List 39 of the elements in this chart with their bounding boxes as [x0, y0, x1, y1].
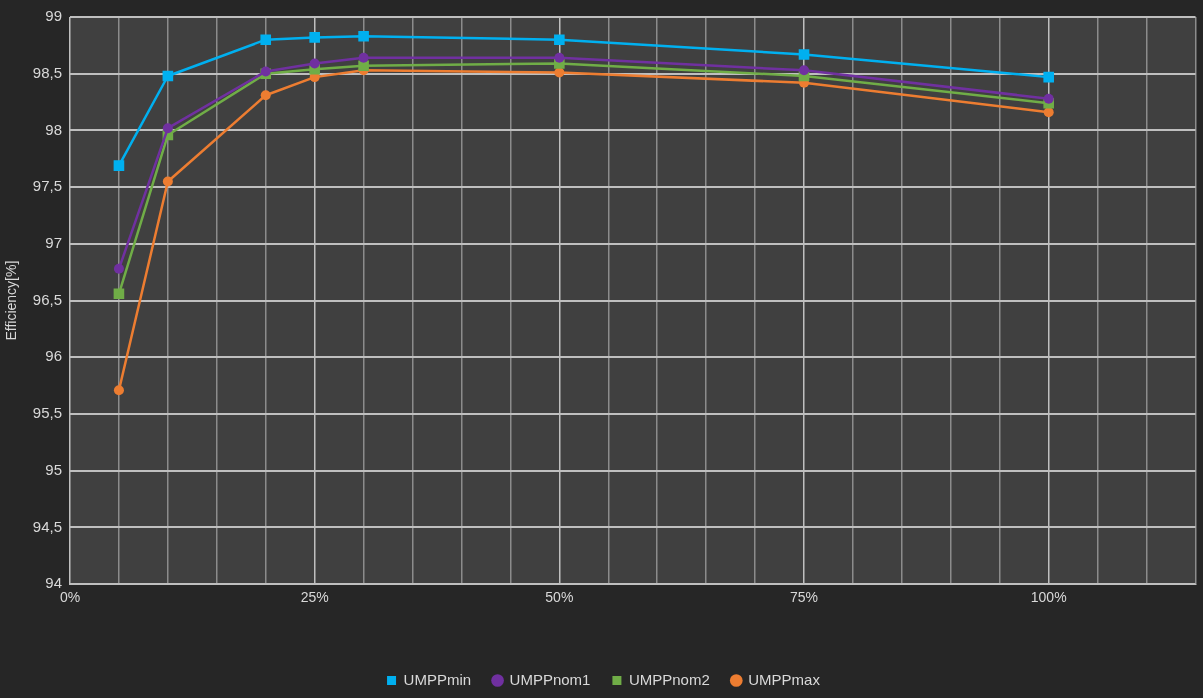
legend-label: UMPPmin [403, 670, 472, 688]
y-tick-label: 96 [45, 347, 62, 365]
legend-label: UMPPmax [748, 670, 821, 688]
x-tick-label: 50% [545, 589, 574, 606]
point [260, 90, 271, 101]
x-tick-label: 100% [1030, 589, 1067, 606]
point [309, 58, 320, 69]
point [162, 176, 173, 187]
legend-label: UMPPnom1 [509, 670, 591, 688]
y-tick-label: 97 [45, 234, 62, 252]
point [554, 52, 565, 63]
point [554, 34, 565, 45]
x-tick-label: 75% [790, 589, 819, 606]
y-tick-label: 94 [45, 574, 62, 592]
legend-label: UMPPnom2 [628, 670, 710, 688]
point [113, 385, 124, 396]
y-tick-label: 99 [45, 7, 62, 25]
y-tick-label: 95,5 [32, 404, 62, 422]
point [358, 52, 369, 63]
y-tick-label: 96,5 [32, 290, 62, 308]
point [1043, 71, 1054, 83]
point [1043, 93, 1054, 104]
point [799, 65, 810, 76]
point [113, 160, 125, 171]
x-tick-label: 0% [59, 589, 81, 606]
point [113, 263, 124, 274]
point [358, 30, 369, 42]
point [309, 32, 320, 43]
x-tick-label: 25% [300, 589, 329, 606]
point [260, 34, 272, 45]
point [113, 288, 125, 300]
y-tick-label: 94,5 [32, 517, 62, 535]
y-tick-label: 97,5 [32, 177, 62, 195]
y-tick-label: 98 [45, 120, 62, 138]
y-tick-label: 95 [45, 460, 62, 478]
point [798, 49, 810, 60]
point [162, 123, 173, 134]
y-tick-label: 98,5 [32, 63, 62, 81]
y-axis-title: Efficiency[%] [3, 260, 20, 341]
